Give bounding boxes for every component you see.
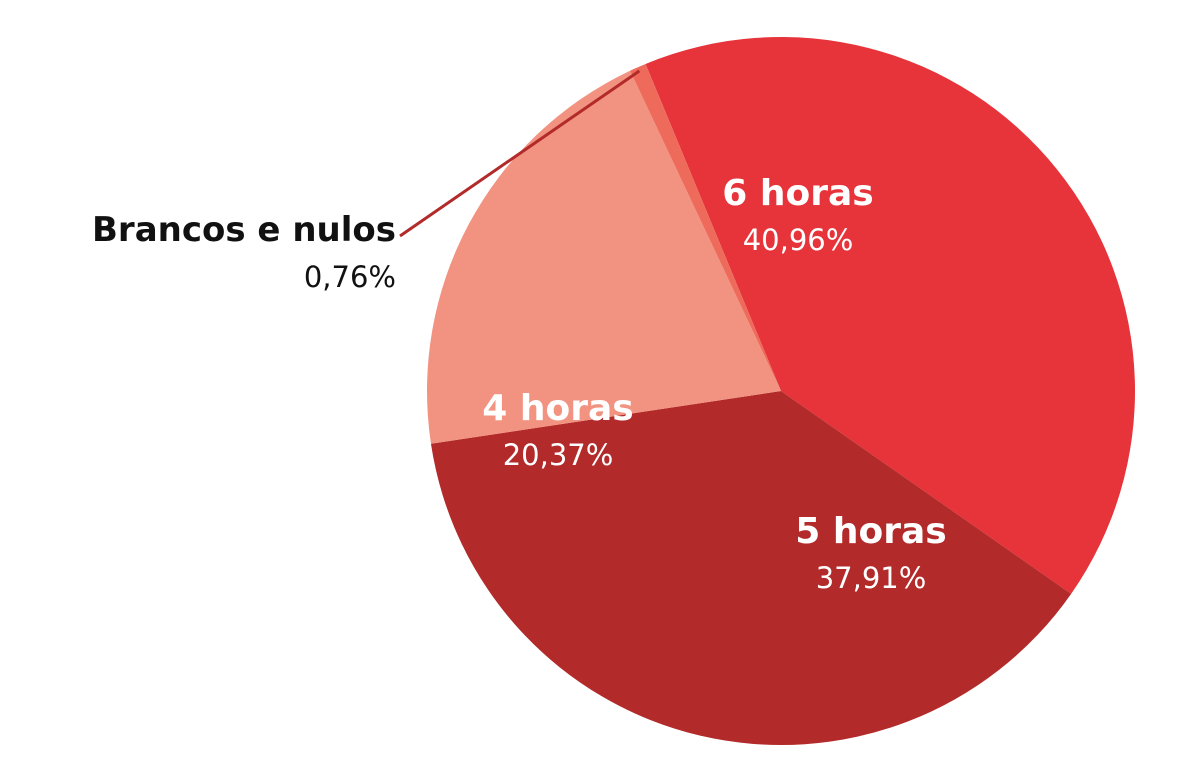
- pie-slice-6-horas: [645, 37, 1135, 594]
- slice-value-brancos-e-nulos: 0,76%: [304, 260, 396, 294]
- slice-value-5-horas: 37,91%: [816, 561, 927, 595]
- pie-slices: [426, 37, 1135, 746]
- slice-value-4-horas: 20,37%: [503, 438, 614, 472]
- slice-value-6-horas: 40,96%: [743, 223, 854, 257]
- slice-label-brancos-e-nulos: Brancos e nulos: [92, 210, 396, 250]
- leader-line-brancos-e-nulos: [399, 69, 641, 238]
- slice-label-4-horas: 4 horas: [482, 388, 633, 429]
- slice-label-5-horas: 5 horas: [795, 511, 946, 552]
- pie-labels: 6 horas 40,96% 5 horas 37,91% 4 horas 20,37% B…: [92, 69, 947, 595]
- pie-slice-4-horas: [426, 70, 781, 444]
- pie-slice-5-horas: [430, 391, 1072, 746]
- slice-label-6-horas: 6 horas: [722, 173, 873, 214]
- pie-slice-brancos-e-nulos: [630, 63, 781, 391]
